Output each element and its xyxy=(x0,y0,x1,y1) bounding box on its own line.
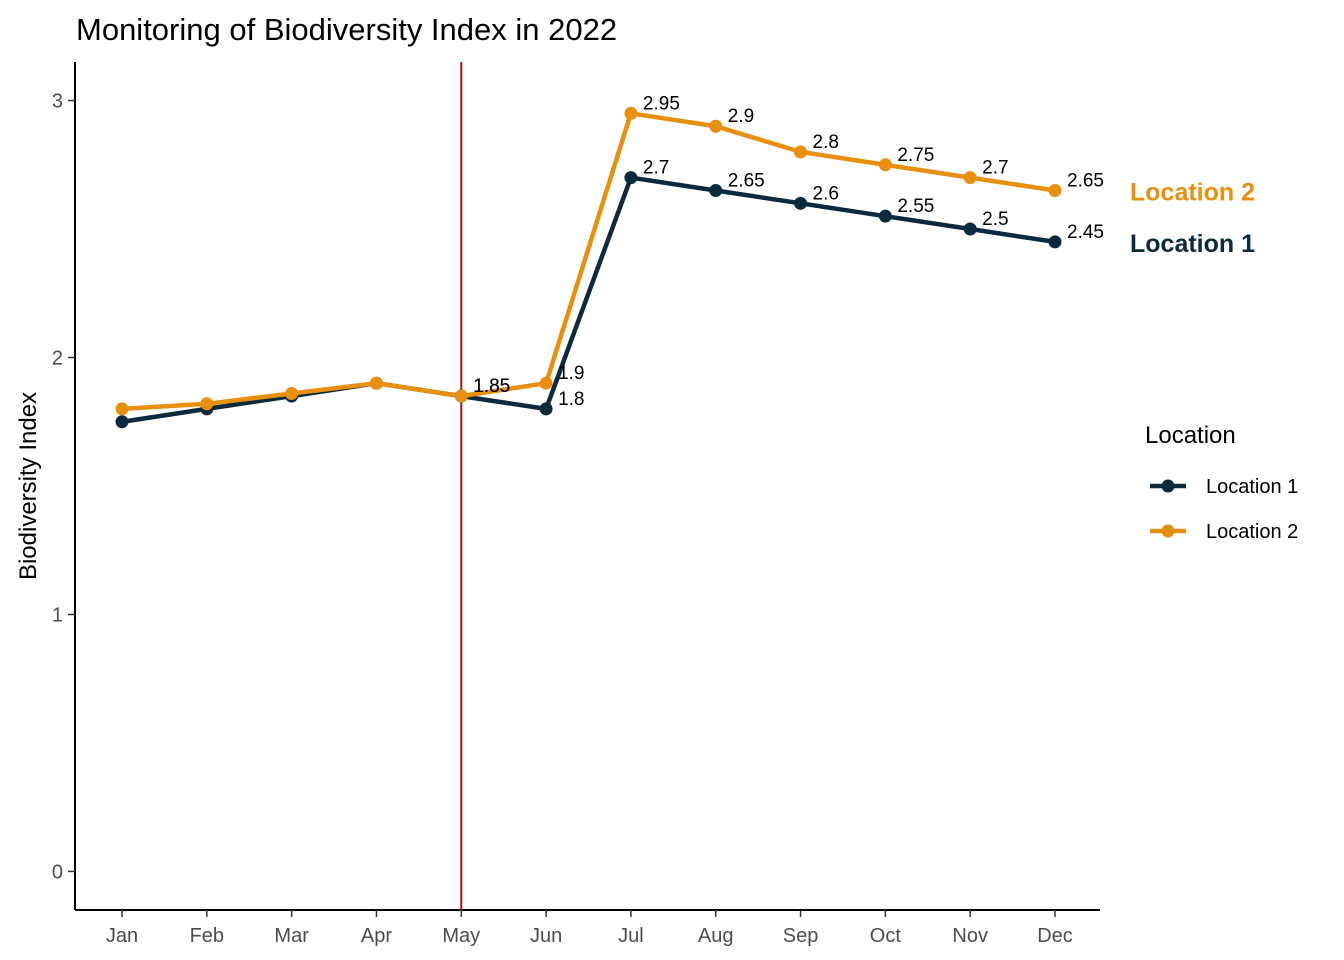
x-tick-label: Nov xyxy=(952,925,988,947)
data-label: 2.7 xyxy=(982,158,1008,179)
data-point xyxy=(794,145,808,159)
x-tick-label: Aug xyxy=(698,925,734,947)
data-point xyxy=(369,376,383,390)
data-label: 2.65 xyxy=(1067,170,1104,191)
data-label: 1.85 xyxy=(473,376,510,397)
legend: Location Location 1 Location 2 xyxy=(1145,422,1298,543)
data-point xyxy=(624,106,638,120)
data-label: 2.65 xyxy=(728,170,765,191)
data-point xyxy=(454,389,468,403)
legend-entry-label: Location 1 xyxy=(1206,476,1298,498)
data-point xyxy=(115,402,129,416)
x-tick-label: Apr xyxy=(361,925,392,947)
data-point xyxy=(878,158,892,172)
x-tick-label: May xyxy=(442,925,480,947)
series-end-label: Location 2 xyxy=(1130,178,1255,206)
legend-title: Location xyxy=(1145,422,1236,449)
data-point xyxy=(285,386,299,400)
legend-entry-label: Location 2 xyxy=(1206,521,1298,543)
x-tick-label: Jun xyxy=(530,925,562,947)
x-tick-label: Jul xyxy=(618,925,644,947)
y-tick-label: 1 xyxy=(52,604,63,626)
data-label: 2.5 xyxy=(982,209,1008,230)
y-tick-label: 0 xyxy=(52,861,63,883)
data-point xyxy=(115,415,129,429)
x-tick-label: Oct xyxy=(870,925,902,947)
data-label: 2.75 xyxy=(897,145,934,166)
data-point xyxy=(709,183,723,197)
data-label: 2.7 xyxy=(643,158,669,179)
data-point xyxy=(200,397,214,411)
x-tick-label: Dec xyxy=(1037,925,1073,947)
x-tick-label: Mar xyxy=(274,925,309,947)
data-point xyxy=(963,171,977,185)
x-tick-label: Feb xyxy=(190,925,224,947)
data-point xyxy=(794,196,808,210)
data-point xyxy=(1048,183,1062,197)
data-point xyxy=(1048,235,1062,249)
series-line-1 xyxy=(121,175,1056,425)
y-axis-label: Biodiversity Index xyxy=(15,392,42,580)
data-label: 1.8 xyxy=(558,389,584,410)
data-point xyxy=(963,222,977,236)
legend-swatch-point xyxy=(1161,479,1175,493)
data-point xyxy=(539,376,553,390)
legend-swatch-point xyxy=(1161,524,1175,538)
data-label: 1.85 xyxy=(473,376,510,397)
y-tick-label: 3 xyxy=(52,91,63,113)
data-label: 2.55 xyxy=(897,196,934,217)
data-point xyxy=(709,119,723,133)
data-label: 2.6 xyxy=(813,183,839,204)
data-label: 1.9 xyxy=(558,363,584,384)
plot-area: 0 1 2 3 Jan Feb Mar Apr May Jun Jul Aug Sep Oct Nov Dec… xyxy=(52,62,1255,947)
data-label: 2.8 xyxy=(813,132,839,153)
data-point xyxy=(624,171,638,185)
y-tick-label: 2 xyxy=(52,348,63,370)
chart-title: Monitoring of Biodiversity Index in 2022 xyxy=(76,12,617,47)
data-point xyxy=(878,209,892,223)
data-label: 2.9 xyxy=(728,106,754,127)
data-label: 2.45 xyxy=(1067,222,1104,243)
series-end-label: Location 1 xyxy=(1130,230,1255,258)
series-line-2 xyxy=(121,111,1056,412)
x-tick-label: Jan xyxy=(106,925,138,947)
data-point xyxy=(539,402,553,416)
x-tick-label: Sep xyxy=(783,925,819,947)
data-label: 2.95 xyxy=(643,93,680,114)
